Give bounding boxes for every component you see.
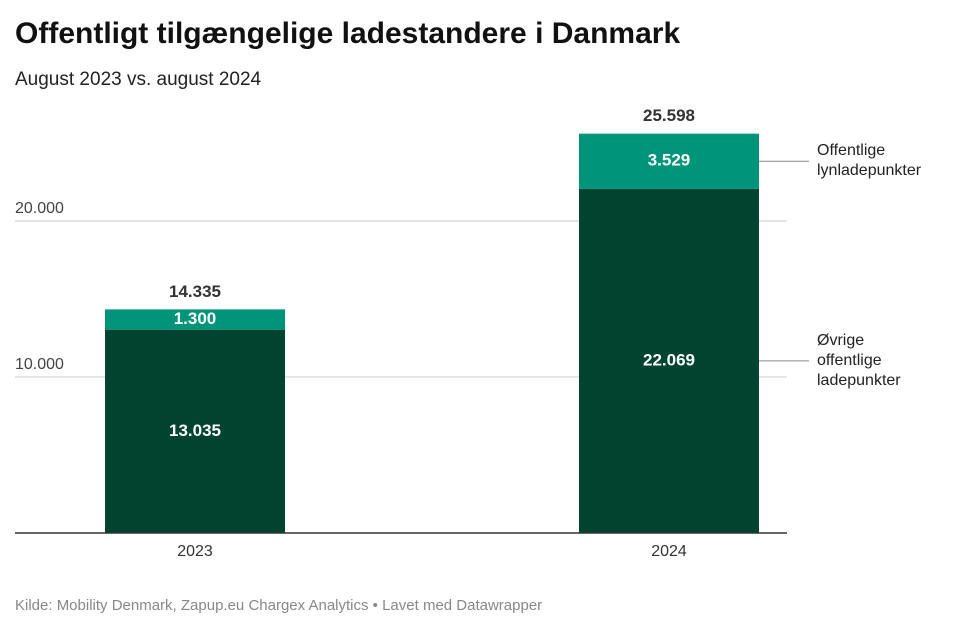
bar-segment: [105, 309, 285, 330]
chart-subtitle: August 2023 vs. august 2024: [15, 69, 262, 90]
y-tick-label: 20.000: [15, 200, 64, 217]
chart-title: Offentligt tilgængelige ladestandere i D…: [15, 17, 680, 50]
legend-label: Offentlige lynladepunkter: [817, 142, 922, 180]
legend-label: Øvrige offentlige ladepunkter: [817, 331, 901, 389]
bar-segment: [579, 133, 759, 189]
total-label: 14.335: [169, 282, 221, 301]
total-label: 25.598: [643, 106, 695, 125]
bar-segment: [579, 188, 759, 533]
source-note: Kilde: Mobility Denmark, Zapup.eu Charge…: [15, 597, 542, 614]
bar-segment: [105, 329, 285, 533]
value-label: 13.035: [169, 421, 221, 440]
x-tick-label: 2023: [177, 543, 213, 560]
y-tick-label: 10.000: [15, 356, 64, 373]
x-tick-label: 2024: [651, 543, 687, 560]
value-label: 22.069: [643, 350, 695, 369]
value-label: 1.300: [174, 309, 217, 328]
value-label: 3.529: [648, 151, 691, 170]
